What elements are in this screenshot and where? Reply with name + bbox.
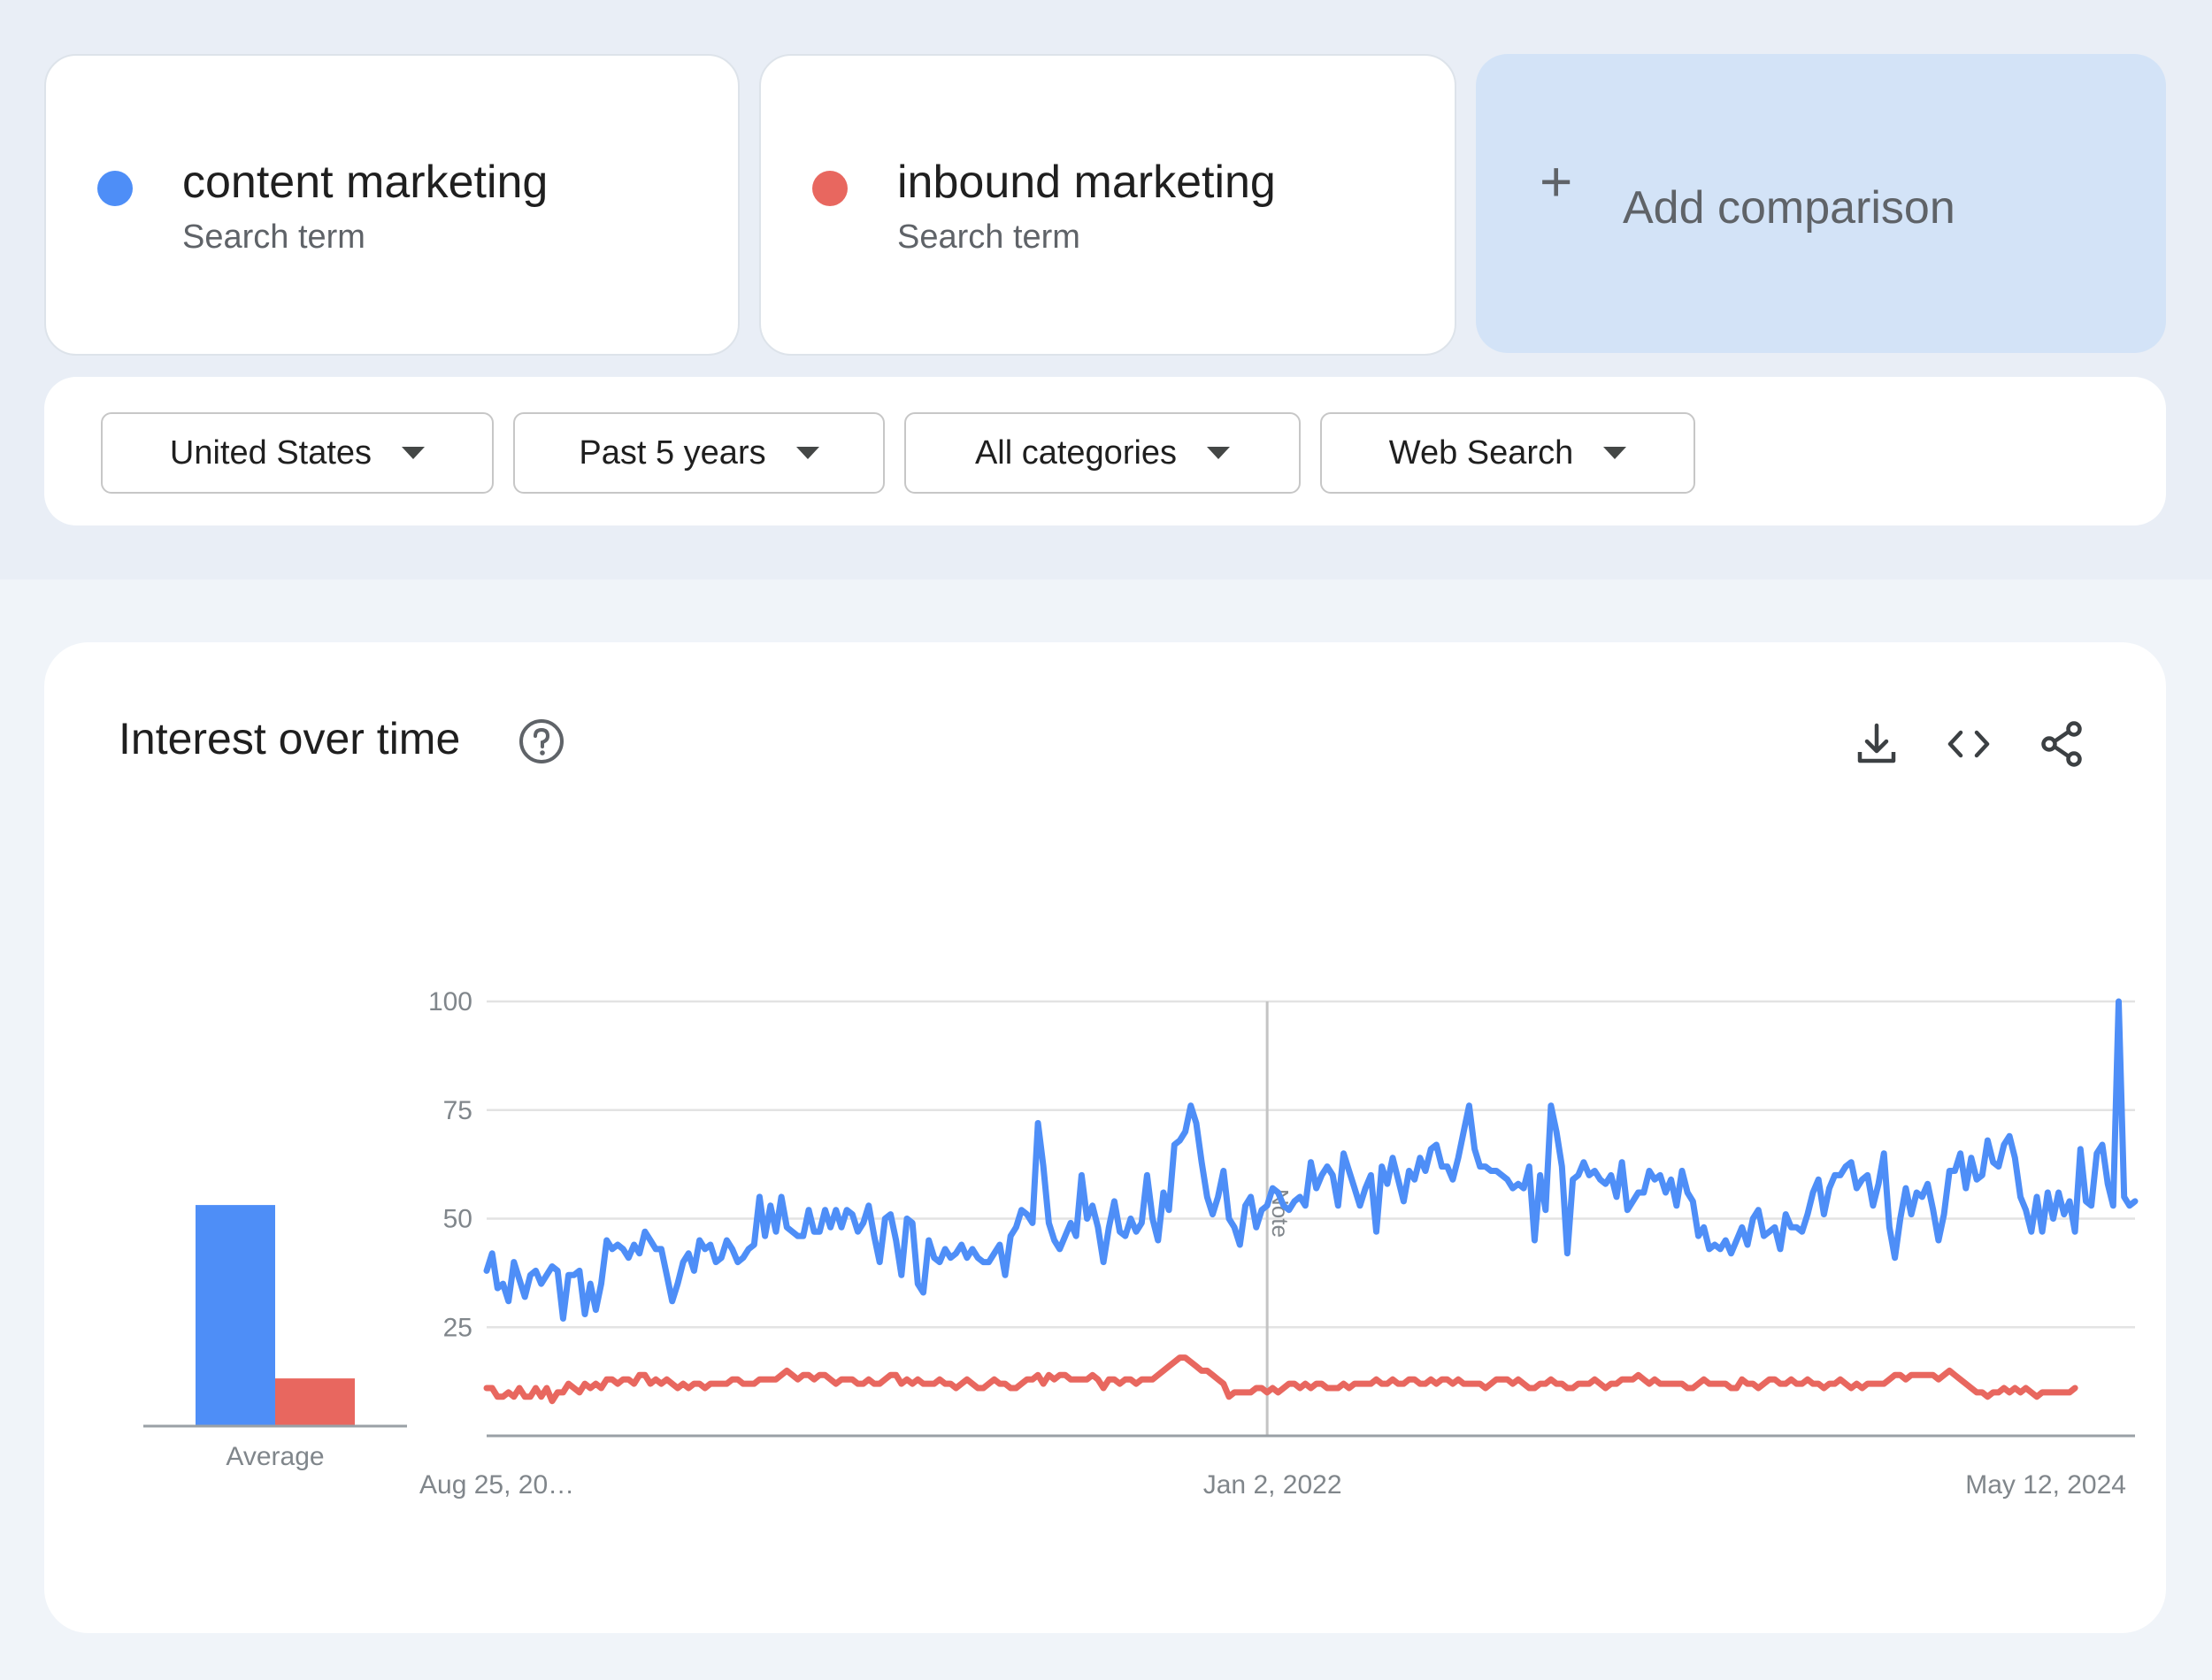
x-tick-label: Jan 2, 2022	[1203, 1470, 1342, 1500]
share-icon[interactable]	[2039, 720, 2086, 768]
caret-down-icon	[795, 447, 819, 459]
filter-location-label: United States	[169, 433, 373, 472]
add-comparison-button[interactable]: + Add comparison	[1476, 54, 2166, 353]
download-icon[interactable]	[1853, 720, 1901, 768]
interest-over-time-card: Interest over time Average 25 50 75 100 Not…	[44, 642, 2166, 1633]
average-x-label: Average	[226, 1442, 324, 1471]
series-line-inbound-marketing	[483, 1354, 2078, 1405]
filter-time-range-dropdown[interactable]: Past 5 years	[513, 412, 885, 494]
average-bar-content-marketing	[196, 1205, 275, 1426]
caret-down-icon	[402, 447, 426, 459]
help-icon[interactable]	[518, 718, 565, 764]
caret-down-icon	[1603, 447, 1627, 459]
series-color-dot	[812, 171, 848, 206]
average-bar-inbound-marketing	[275, 1378, 355, 1426]
filter-bar: United States Past 5 years All categorie…	[44, 377, 2166, 525]
search-term-name[interactable]: inbound marketing	[897, 157, 1276, 208]
search-term-card-inbound-marketing[interactable]: inbound marketing Search term	[759, 54, 1456, 356]
embed-icon[interactable]	[1945, 720, 1993, 768]
filter-category-label: All categories	[974, 433, 1178, 472]
y-tick-label: 100	[428, 987, 472, 1016]
filter-location-dropdown[interactable]: United States	[101, 412, 494, 494]
y-tick-label: 50	[443, 1205, 472, 1234]
filter-time-range-label: Past 5 years	[579, 433, 766, 472]
add-comparison-label: Add comparison	[1623, 182, 1955, 234]
series-color-dot	[97, 171, 133, 206]
x-tick-label: Aug 25, 20…	[419, 1470, 574, 1500]
chart-section-title: Interest over time	[119, 714, 461, 763]
search-term-card-content-marketing[interactable]: content marketing Search term	[44, 54, 740, 356]
filter-search-type-label: Web Search	[1388, 433, 1574, 472]
average-bar-chart: Average	[143, 1205, 407, 1471]
caret-down-icon	[1207, 447, 1231, 459]
filter-category-dropdown[interactable]: All categories	[904, 412, 1301, 494]
search-term-name[interactable]: content marketing	[182, 157, 549, 208]
series-line-content-marketing	[483, 998, 2139, 1322]
search-term-subtitle: Search term	[897, 219, 1080, 256]
y-tick-label: 75	[443, 1096, 472, 1125]
filter-search-type-dropdown[interactable]: Web Search	[1320, 412, 1695, 494]
y-tick-label: 25	[443, 1313, 472, 1342]
plus-icon: +	[1540, 150, 1573, 213]
x-tick-label: May 12, 2024	[1965, 1470, 2126, 1500]
search-term-subtitle: Search term	[182, 219, 365, 256]
